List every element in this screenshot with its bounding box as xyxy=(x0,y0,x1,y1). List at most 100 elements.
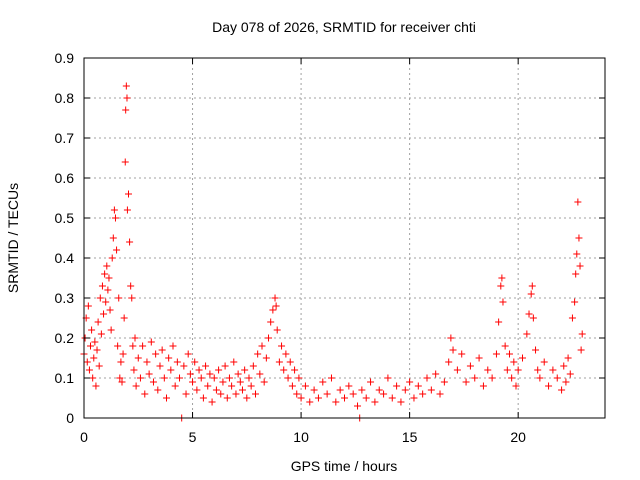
data-point xyxy=(165,354,173,362)
data-point xyxy=(141,390,149,398)
data-point xyxy=(540,358,548,366)
data-point xyxy=(251,390,259,398)
y-tick-label: 0.4 xyxy=(55,250,75,266)
data-point xyxy=(310,386,318,394)
data-point xyxy=(132,382,140,390)
data-point xyxy=(295,374,303,382)
data-point xyxy=(126,238,134,246)
data-point xyxy=(95,362,103,370)
y-tick-label: 0.2 xyxy=(55,330,75,346)
data-point xyxy=(111,214,119,222)
data-point xyxy=(162,394,170,402)
x-tick-label: 5 xyxy=(189,429,197,445)
data-point xyxy=(108,254,116,262)
y-tick-label: 0.8 xyxy=(55,90,75,106)
data-point xyxy=(375,386,383,394)
data-point xyxy=(107,326,115,334)
data-point xyxy=(558,386,566,394)
y-tick-label: 0.1 xyxy=(55,370,75,386)
data-point xyxy=(116,374,124,382)
data-point xyxy=(406,378,414,386)
data-point xyxy=(202,362,210,370)
data-point xyxy=(532,346,540,354)
data-point xyxy=(529,314,537,322)
data-point xyxy=(440,378,448,386)
data-point xyxy=(293,390,301,398)
data-point xyxy=(571,298,579,306)
data-point xyxy=(221,362,229,370)
data-point xyxy=(114,342,122,350)
data-point xyxy=(238,386,246,394)
data-point xyxy=(427,386,435,394)
data-point xyxy=(501,342,509,350)
data-point xyxy=(91,338,99,346)
data-point xyxy=(536,374,544,382)
data-point xyxy=(84,302,92,310)
data-point xyxy=(90,354,98,362)
data-point xyxy=(173,358,181,366)
data-point xyxy=(503,366,511,374)
data-point xyxy=(288,382,296,390)
data-point xyxy=(323,390,331,398)
data-point xyxy=(100,310,108,318)
data-point xyxy=(85,366,93,374)
data-point xyxy=(109,234,117,242)
x-tick-label: 10 xyxy=(293,429,309,445)
data-point xyxy=(534,366,542,374)
data-point xyxy=(562,378,570,386)
data-point xyxy=(475,354,483,362)
data-point xyxy=(197,374,205,382)
data-point xyxy=(158,346,166,354)
data-point xyxy=(243,394,251,402)
data-point xyxy=(447,334,455,342)
data-point xyxy=(106,306,114,314)
data-point xyxy=(371,398,379,406)
data-points xyxy=(80,82,586,422)
data-point xyxy=(306,398,314,406)
data-point xyxy=(127,282,135,290)
data-point xyxy=(349,390,357,398)
data-point xyxy=(273,326,281,334)
data-point xyxy=(549,366,557,374)
data-point xyxy=(92,382,100,390)
data-point xyxy=(332,398,340,406)
data-point xyxy=(120,314,128,322)
data-point xyxy=(130,366,138,374)
data-point xyxy=(93,346,101,354)
plot-frame xyxy=(83,57,606,419)
data-point xyxy=(271,294,279,302)
data-point xyxy=(236,378,244,386)
data-point xyxy=(241,366,249,374)
data-point xyxy=(466,362,474,370)
data-point xyxy=(362,394,370,402)
data-point xyxy=(284,374,292,382)
data-point xyxy=(189,378,197,386)
data-point xyxy=(397,398,405,406)
data-point xyxy=(105,274,113,282)
data-point xyxy=(225,374,233,382)
data-point xyxy=(568,314,576,322)
data-point xyxy=(436,390,444,398)
data-point xyxy=(508,374,516,382)
data-point xyxy=(419,390,427,398)
data-point xyxy=(139,342,147,350)
data-point xyxy=(510,358,518,366)
data-point xyxy=(147,338,155,346)
data-point xyxy=(154,386,162,394)
data-point xyxy=(186,370,194,378)
data-point xyxy=(301,382,309,390)
data-point xyxy=(256,370,264,378)
data-point xyxy=(228,382,236,390)
data-point xyxy=(182,390,190,398)
data-point xyxy=(210,374,218,382)
data-point xyxy=(160,374,168,382)
y-tick-label: 0.6 xyxy=(55,170,75,186)
data-point xyxy=(388,394,396,402)
data-point xyxy=(345,382,353,390)
data-point xyxy=(249,362,257,370)
data-point xyxy=(156,362,164,370)
data-point xyxy=(449,346,457,354)
data-point xyxy=(432,370,440,378)
data-point xyxy=(492,350,500,358)
